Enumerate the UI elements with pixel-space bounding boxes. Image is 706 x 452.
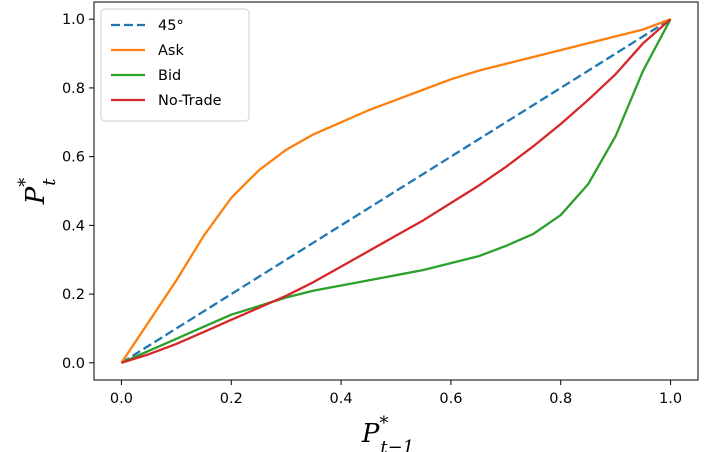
x-tick-label: 0.4 <box>330 391 353 407</box>
y-axis-label: P* t <box>15 178 60 206</box>
x-tick-label: 0.0 <box>110 391 133 407</box>
legend-box <box>100 8 250 122</box>
y-tick-label: 0.0 <box>62 356 85 372</box>
y-tick-label: 0.8 <box>62 81 85 97</box>
y-tick-label: 1.0 <box>62 12 85 28</box>
legend-label-3: No-Trade <box>158 93 222 109</box>
x-tick-label: 0.8 <box>549 391 572 407</box>
legend: 45° Ask Bid No-Trade <box>100 8 250 122</box>
series-line-3 <box>121 18 672 364</box>
axes-frame <box>93 1 699 381</box>
series-line-0 <box>120 18 672 364</box>
axes-layer: 0.0 0.2 0.4 0.6 0.8 1.0 0.0 0.2 0.4 0.6 0.8 1.0 P* t−… <box>15 1 699 452</box>
series-line-1 <box>120 18 671 364</box>
x-tick-label: 1.0 <box>659 391 682 407</box>
y-tick-label: 0.6 <box>62 150 85 166</box>
legend-label-0: 45° <box>158 18 184 34</box>
legend-label-2: Bid <box>158 68 181 84</box>
legend-label-1: Ask <box>158 43 184 59</box>
x-axis-label: P* t−1 <box>361 413 414 452</box>
series-line-2 <box>120 18 672 364</box>
x-tick-label: 0.6 <box>439 391 462 407</box>
y-tick-label: 0.4 <box>62 218 85 234</box>
y-tick-label: 0.2 <box>62 287 85 303</box>
x-tick-label: 0.2 <box>220 391 243 407</box>
series-layer <box>120 18 672 364</box>
